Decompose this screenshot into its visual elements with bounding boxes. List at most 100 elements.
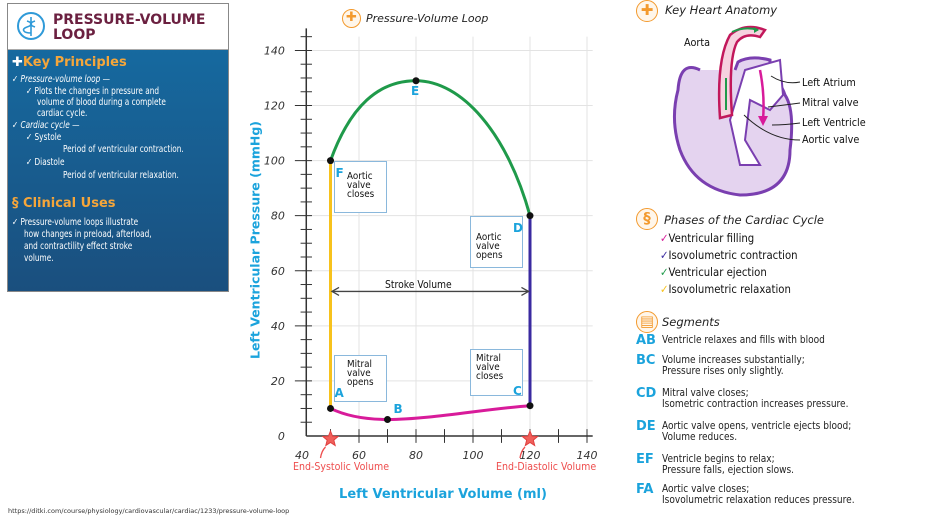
text: Cardiac cycle —: [20, 120, 80, 131]
t: Mitral: [347, 359, 372, 370]
point-D: [526, 212, 534, 220]
x-tick-label: 120: [520, 449, 541, 462]
caduceus-icon: §: [636, 208, 658, 230]
t: valve: [347, 180, 371, 191]
aorta-label: Aorta: [684, 36, 711, 49]
line: Pressure falls, ejection slows.: [662, 464, 795, 476]
left-atrium-label: Left Atrium: [802, 76, 856, 89]
x-tick-label: 140: [577, 449, 598, 462]
point-label-E: E: [411, 83, 420, 98]
text: Pressure-volume loops illustrate: [20, 217, 139, 228]
phase-label: Isovolumetric relaxation: [668, 282, 791, 296]
x-tick-label: 40: [295, 449, 309, 462]
key-principles-heading: ✚Key Principles: [12, 55, 127, 70]
plus-icon: ✚: [342, 9, 361, 28]
heading-text: Clinical Uses: [23, 196, 116, 211]
y-tick-label: 20: [271, 375, 285, 388]
caduceus-small-icon: §: [12, 196, 24, 211]
notebook-icon: ▤: [636, 311, 658, 333]
arrowheads: [330, 286, 530, 296]
segment-code: FA: [636, 482, 654, 497]
principle-text: Period of ventricular contraction.: [63, 144, 184, 155]
left-ventricle-label: Left Ventricle: [802, 116, 866, 129]
line: Mitral valve closes;: [662, 387, 749, 399]
phase-label: Ventricular filling: [668, 231, 755, 245]
principle-item: ✓ Pressure-volume loop —: [12, 74, 110, 85]
line: Isometric contraction increases pressure…: [662, 398, 849, 410]
title-line: LOOP: [53, 27, 96, 43]
phase-label: Ventricular ejection: [668, 265, 767, 279]
stroke-volume-label: Stroke Volume: [385, 279, 452, 291]
panel-body: ✚Key Principles ✓ Pressure-volume loop —…: [8, 50, 228, 291]
point-C: [526, 402, 534, 410]
x-tick-label: 60: [352, 449, 366, 462]
t: valve: [476, 362, 500, 373]
text: Plots the changes in pressure and: [34, 86, 160, 97]
check-icon: ✓: [660, 248, 669, 262]
principle-text: cardiac cycle.: [37, 108, 88, 119]
clinical-item: ✓ Pressure-volume loops illustrate: [12, 217, 139, 228]
segment-description: Ventricle relaxes and fills with blood: [662, 335, 825, 346]
y-tick-label: 40: [271, 320, 285, 333]
x-tick-label: 100: [463, 449, 484, 462]
y-tick-label: 140: [264, 44, 285, 57]
t: Aortic: [476, 232, 502, 243]
clinical-text: how changes in preload, afterload,: [24, 229, 152, 240]
principle-text: volume of blood during a complete: [37, 97, 166, 108]
point-label-A: A: [334, 386, 344, 401]
t: closes: [476, 371, 504, 382]
phases-heading: Phases of the Cardiac Cycle: [664, 213, 825, 227]
source-url[interactable]: https://ditki.com/course/physiology/card…: [8, 507, 290, 515]
phase-item: ✓Ventricular ejection: [660, 265, 767, 279]
segment-code: CD: [636, 386, 657, 401]
segment-description: Mitral valve closes; Isometric contractio…: [662, 388, 848, 410]
point-F: [327, 157, 334, 165]
y-axis-label: Left Ventricular Pressure (mmHg): [247, 120, 263, 360]
phase-label: Isovolumetric contraction: [668, 248, 798, 262]
heading-text: Key Principles: [22, 55, 127, 70]
end-diastolic-label: End-Diastolic Volume: [496, 460, 597, 473]
y-tick-label: 0: [278, 430, 285, 443]
text: Diastole: [34, 157, 65, 168]
clinical-text: volume.: [24, 253, 54, 264]
segment-description: Volume increases substantially; Pressure …: [662, 355, 805, 377]
y-tick-label: 100: [264, 155, 285, 168]
line: Ventricle begins to relax;: [662, 453, 775, 465]
plus-icon: ✚: [12, 55, 23, 70]
segment-abc: [329, 404, 531, 421]
t: valve: [476, 241, 500, 252]
line: Pressure rises only slightly.: [662, 365, 784, 377]
segment-description: Aortic valve closes; Isovolumetric relaxa…: [662, 484, 855, 506]
y-tick-label: 80: [271, 210, 285, 223]
clinical-uses-heading: § Clinical Uses: [12, 196, 116, 211]
mitral-valve-label: Mitral valve: [802, 96, 859, 109]
segment-def: [329, 79, 532, 217]
text: Pressure-volume loop —: [20, 74, 110, 85]
check-icon: ✓: [660, 231, 669, 245]
point-E: [412, 77, 420, 85]
point-A: [327, 404, 334, 412]
clinical-text: and contractility effect stroke: [24, 241, 133, 252]
point-label-F: F: [335, 165, 344, 180]
heart-diagram: [673, 25, 801, 197]
mitral-opens-box: Mitral valve opens: [334, 355, 387, 402]
y-tick-label: 120: [264, 100, 285, 113]
principle-item: ✓ Cardiac cycle —: [12, 120, 80, 131]
check-icon: ✓: [660, 282, 669, 296]
t: opens: [347, 377, 374, 388]
segment-code: DE: [636, 419, 656, 434]
phase-item: ✓Ventricular filling: [660, 231, 754, 245]
plus-icon: ✚: [636, 0, 658, 22]
aortic-valve-label: Aortic valve: [802, 133, 860, 146]
title-line: PRESSURE-VOLUME: [53, 12, 206, 28]
point-B: [384, 415, 391, 423]
chart-title: Pressure-Volume Loop: [366, 12, 489, 25]
line: Isovolumetric relaxation reduces pressur…: [662, 494, 855, 506]
segment-code: EF: [636, 452, 654, 467]
line: Aortic valve opens, ventricle ejects blo…: [662, 420, 852, 432]
t: Aortic: [347, 171, 373, 182]
point-label-D: D: [513, 220, 523, 235]
end-systolic-star-icon: [321, 429, 340, 447]
line: Volume reduces.: [662, 431, 738, 443]
pointer-arrow: [519, 446, 526, 459]
